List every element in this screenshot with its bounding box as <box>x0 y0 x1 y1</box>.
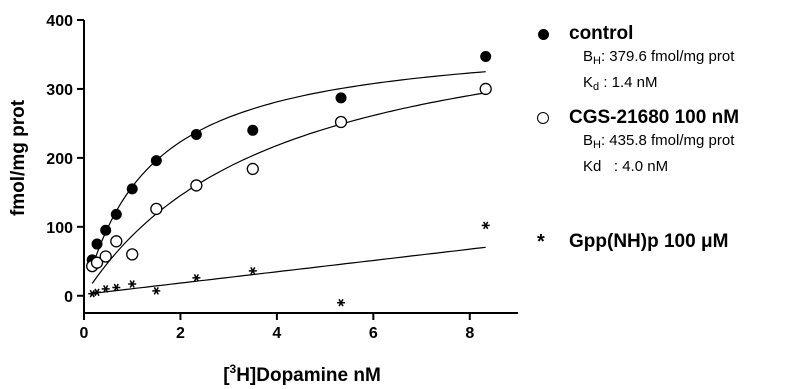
point-control <box>247 124 259 136</box>
fit-curves <box>91 71 486 294</box>
legend-label-gpp: Gpp(NH)p 100 μM <box>569 231 729 252</box>
x-axis-label-prefix: [ <box>223 365 230 386</box>
legend-marker-filled-circle <box>535 22 569 46</box>
fit-curve-series-2 <box>92 246 486 294</box>
legend-detail-kd: Kd : 4.0 nM <box>583 158 669 175</box>
legend-detail-kd: Kd : 1.4 nM <box>583 74 658 93</box>
point-gpp <box>248 267 257 275</box>
legend-entry-control: control BH: 379.6 fmol/mg prot Kd : 1.4 … <box>535 22 734 98</box>
point-cgs <box>126 248 139 261</box>
x-tick-label: 2 <box>176 325 185 342</box>
point-control <box>91 238 103 250</box>
y-tick-label: 0 <box>64 289 73 306</box>
point-control <box>100 224 112 236</box>
point-control <box>480 51 492 63</box>
point-control <box>335 92 347 104</box>
point-control <box>110 208 122 220</box>
point-control <box>190 128 202 140</box>
point-cgs <box>190 179 203 192</box>
point-gpp <box>112 283 121 292</box>
x-tick-label: 6 <box>369 325 378 342</box>
fit-curve-series-1 <box>91 92 486 284</box>
legend-marker-asterisk: * <box>537 231 545 253</box>
y-tick-label: 400 <box>46 13 73 30</box>
legend-entry-gpp: * Gpp(NH)p 100 μM <box>535 230 728 254</box>
point-gpp <box>93 288 101 297</box>
x-axis-label: [3H]Dopamine nM <box>223 362 381 386</box>
point-control <box>150 155 162 167</box>
legend-marker-open-circle <box>535 106 569 130</box>
y-tick-label: 100 <box>46 220 73 237</box>
point-cgs <box>479 82 492 96</box>
axes: 0 100 200 300 400 0 2 4 6 8 <box>46 13 518 342</box>
point-cgs <box>334 115 348 129</box>
x-tick-label: 0 <box>80 325 89 342</box>
y-tick-label: 300 <box>46 82 73 99</box>
data-points <box>86 51 492 307</box>
legend-detail-bmax: BH: 435.8 fmol/mg prot <box>583 132 735 151</box>
legend-detail-bmax: BH: 379.6 fmol/mg prot <box>583 48 735 67</box>
x-axis-label-superscript: 3 <box>230 362 237 376</box>
point-gpp <box>101 285 110 293</box>
point-cgs <box>246 162 259 176</box>
legend-label-cgs: CGS-21680 100 nM <box>569 107 740 128</box>
x-axis-label-main: H]Dopamine nM <box>236 365 381 386</box>
y-axis-label: fmol/mg prot <box>8 99 29 216</box>
point-gpp <box>128 280 137 288</box>
legend-label-control: control <box>569 23 634 44</box>
point-cgs <box>90 256 104 269</box>
x-tick-label: 8 <box>465 325 474 342</box>
point-gpp <box>481 221 490 230</box>
point-gpp <box>88 289 97 298</box>
point-cgs <box>150 202 163 216</box>
point-gpp <box>192 273 201 282</box>
point-cgs <box>110 235 123 248</box>
fit-curve-series-0 <box>91 71 486 268</box>
legend-entry-cgs: CGS-21680 100 nM BH: 435.8 fmol/mg prot … <box>535 106 739 177</box>
point-gpp <box>337 298 345 307</box>
point-gpp <box>152 287 161 295</box>
point-cgs <box>99 250 112 263</box>
y-tick-label: 200 <box>46 151 73 168</box>
x-tick-label: 4 <box>272 325 281 342</box>
point-control <box>126 183 138 195</box>
